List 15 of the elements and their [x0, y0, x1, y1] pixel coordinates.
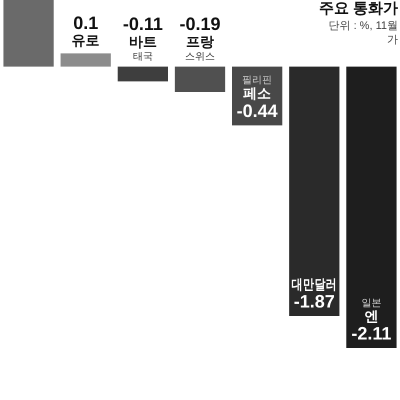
data-label: -1.87	[294, 291, 335, 312]
x-tick-label: 유로	[72, 32, 100, 48]
x-tick-label: 대만달러	[291, 276, 338, 292]
data-label: -0.11	[122, 14, 163, 34]
data-label: -0.19	[179, 14, 221, 34]
x-tick-label: 일본 엔	[361, 298, 382, 324]
data-label: 0.1	[73, 12, 98, 33]
x-tick-label: 바트 태국	[128, 34, 157, 62]
chart-title: 주요 통화가	[318, 0, 398, 17]
text: 단위 : %, 11월	[328, 19, 398, 33]
x-tick-label: 프랑 스위스	[185, 34, 215, 62]
data-label: -0.44	[236, 100, 278, 121]
annotation: 가	[386, 33, 398, 47]
x-tick-label: 필리핀 페소	[242, 75, 272, 102]
data-label: -2.11	[351, 323, 392, 344]
